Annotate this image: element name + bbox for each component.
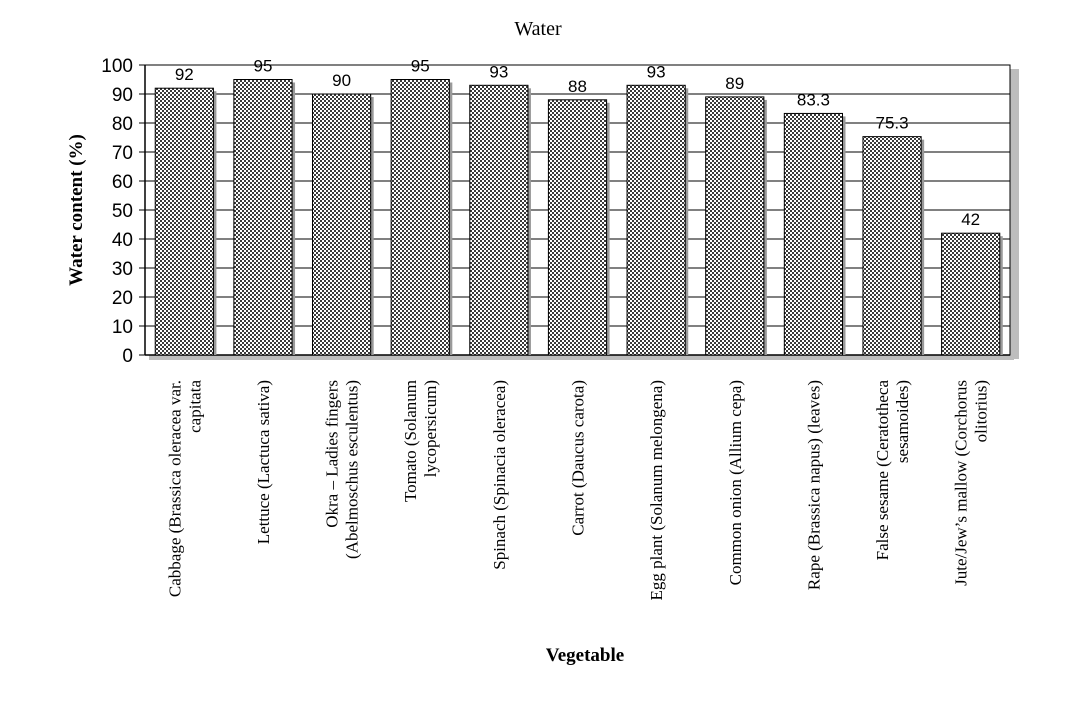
bar-value-label: 89 <box>725 74 744 93</box>
y-tick-label: 70 <box>112 143 133 164</box>
bar <box>547 99 608 356</box>
y-tick-label: 10 <box>112 317 133 338</box>
bar <box>154 87 214 356</box>
y-tick-label: 80 <box>112 114 133 135</box>
y-tick-label: 100 <box>101 56 133 77</box>
bar-value-label: 42 <box>961 210 980 229</box>
bar <box>469 84 529 356</box>
x-category-label-line: (Abelmoschus esculentus) <box>343 380 362 559</box>
plot-wall-shadow <box>1010 69 1019 359</box>
x-category-label: Egg plant (Solanum melongena) <box>647 380 666 600</box>
y-tick-label: 90 <box>112 85 133 106</box>
x-category-label-line: Carrot (Daucus carota) <box>569 380 588 536</box>
x-category-label: Cabbage (Brassica oleracea var.capitata <box>165 380 204 598</box>
y-tick-label: 30 <box>112 259 133 280</box>
bar <box>941 232 1001 356</box>
bar-value-label: 83.3 <box>797 90 830 109</box>
bar <box>390 79 450 356</box>
bar <box>783 112 844 356</box>
x-category-label-line: Rape (Brassica napus) (leaves) <box>804 380 823 590</box>
x-category-label: Lettuce (Lactuca sativa) <box>254 380 273 544</box>
y-tick-label: 0 <box>122 346 133 367</box>
x-category-label-line: Cabbage (Brassica oleracea var. <box>165 380 184 597</box>
bar <box>705 96 765 356</box>
y-tick-label: 40 <box>112 230 133 251</box>
bar <box>233 79 293 356</box>
x-category-label-line: Spinach (Spinacia oleracea) <box>490 380 509 570</box>
bar-value-label: 75.3 <box>875 114 908 133</box>
x-category-label-line: Okra – Ladies fingers <box>323 380 342 528</box>
bar <box>311 93 372 356</box>
bar-value-label: 93 <box>647 62 666 81</box>
bar-value-label: 88 <box>568 77 587 96</box>
bar-value-label: 95 <box>411 57 430 76</box>
x-category-label-line: olitorius) <box>972 380 991 442</box>
x-category-label-line: Tomato (Solanum <box>401 380 420 502</box>
x-category-label: Spinach (Spinacia oleracea) <box>490 380 509 570</box>
bar-value-label: 90 <box>332 71 351 90</box>
x-category-label-line: sesamoides) <box>893 380 912 463</box>
x-category-label: Jute/Jew’s mallow (Corchorusolitorius) <box>952 380 991 586</box>
x-category-label-line: Common onion (Allium cepa) <box>726 380 745 585</box>
bar <box>862 136 922 356</box>
chart-title: Water <box>514 18 562 40</box>
x-category-label-line: Jute/Jew’s mallow (Corchorus <box>952 380 971 586</box>
x-category-label: Carrot (Daucus carota) <box>569 380 588 536</box>
bar <box>626 84 686 356</box>
bar-value-label: 92 <box>175 65 194 84</box>
y-tick-label: 20 <box>112 288 133 309</box>
x-category-label: False sesame (Ceratothecasesamoides) <box>873 380 912 561</box>
x-category-label-line: capitata <box>185 380 204 433</box>
plot-floor-shadow <box>149 355 1014 360</box>
x-category-label: Rape (Brassica napus) (leaves) <box>804 380 823 590</box>
plot-area: 0 10 20 30 40 50 60 70 80 90 100 92 Cabbage (Brassic… <box>101 56 1019 600</box>
x-category-label-line: lycopersicum) <box>421 380 440 477</box>
x-category-label: Okra – Ladies fingers(Abelmoschus escule… <box>323 380 362 559</box>
x-category-label-line: Egg plant (Solanum melongena) <box>647 380 666 600</box>
x-category-label: Tomato (Solanumlycopersicum) <box>401 380 440 502</box>
y-axis-title: Water content (%) <box>66 134 87 286</box>
x-category-label: Common onion (Allium cepa) <box>726 380 745 585</box>
y-tick-label: 60 <box>112 172 133 193</box>
x-category-label-line: False sesame (Ceratotheca <box>873 380 892 561</box>
x-category-label-line: Lettuce (Lactuca sativa) <box>254 380 273 544</box>
y-tick-label: 50 <box>112 201 133 222</box>
bar-value-label: 95 <box>253 57 272 76</box>
bar-value-label: 93 <box>489 62 508 81</box>
x-axis-title: Vegetable <box>546 645 624 666</box>
